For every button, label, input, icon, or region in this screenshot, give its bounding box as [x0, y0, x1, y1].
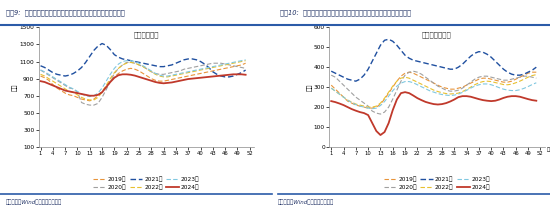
Text: 钢材表需合计: 钢材表需合计 — [134, 31, 159, 38]
Text: 螺纹钢表观需求: 螺纹钢表观需求 — [422, 31, 452, 38]
Text: 资料来源：Wind，国盛证券研究所: 资料来源：Wind，国盛证券研究所 — [278, 199, 334, 205]
Y-axis label: 万吨: 万吨 — [307, 83, 312, 91]
Y-axis label: 万吨: 万吨 — [13, 83, 18, 91]
Text: 图表9:  近半月钢材表需均值环比续降，但降幅小于近年同期均值: 图表9: 近半月钢材表需均值环比续降，但降幅小于近年同期均值 — [6, 9, 124, 16]
Legend: 2019年, 2020年, 2021年, 2022年, 2023年, 2024年: 2019年, 2020年, 2021年, 2022年, 2023年, 2024年 — [93, 176, 199, 190]
Text: 资料来源：Wind，国盛证券研究所: 资料来源：Wind，国盛证券研究所 — [6, 199, 62, 205]
Text: 图表10:  近半月螺纹钢表需均值环比再度回落，降幅小于近年同期均值: 图表10: 近半月螺纹钢表需均值环比再度回落，降幅小于近年同期均值 — [280, 9, 411, 16]
Text: 周: 周 — [547, 147, 549, 152]
Legend: 2019年, 2020年, 2021年, 2022年, 2023年, 2024年: 2019年, 2020年, 2021年, 2022年, 2023年, 2024年 — [384, 176, 490, 190]
